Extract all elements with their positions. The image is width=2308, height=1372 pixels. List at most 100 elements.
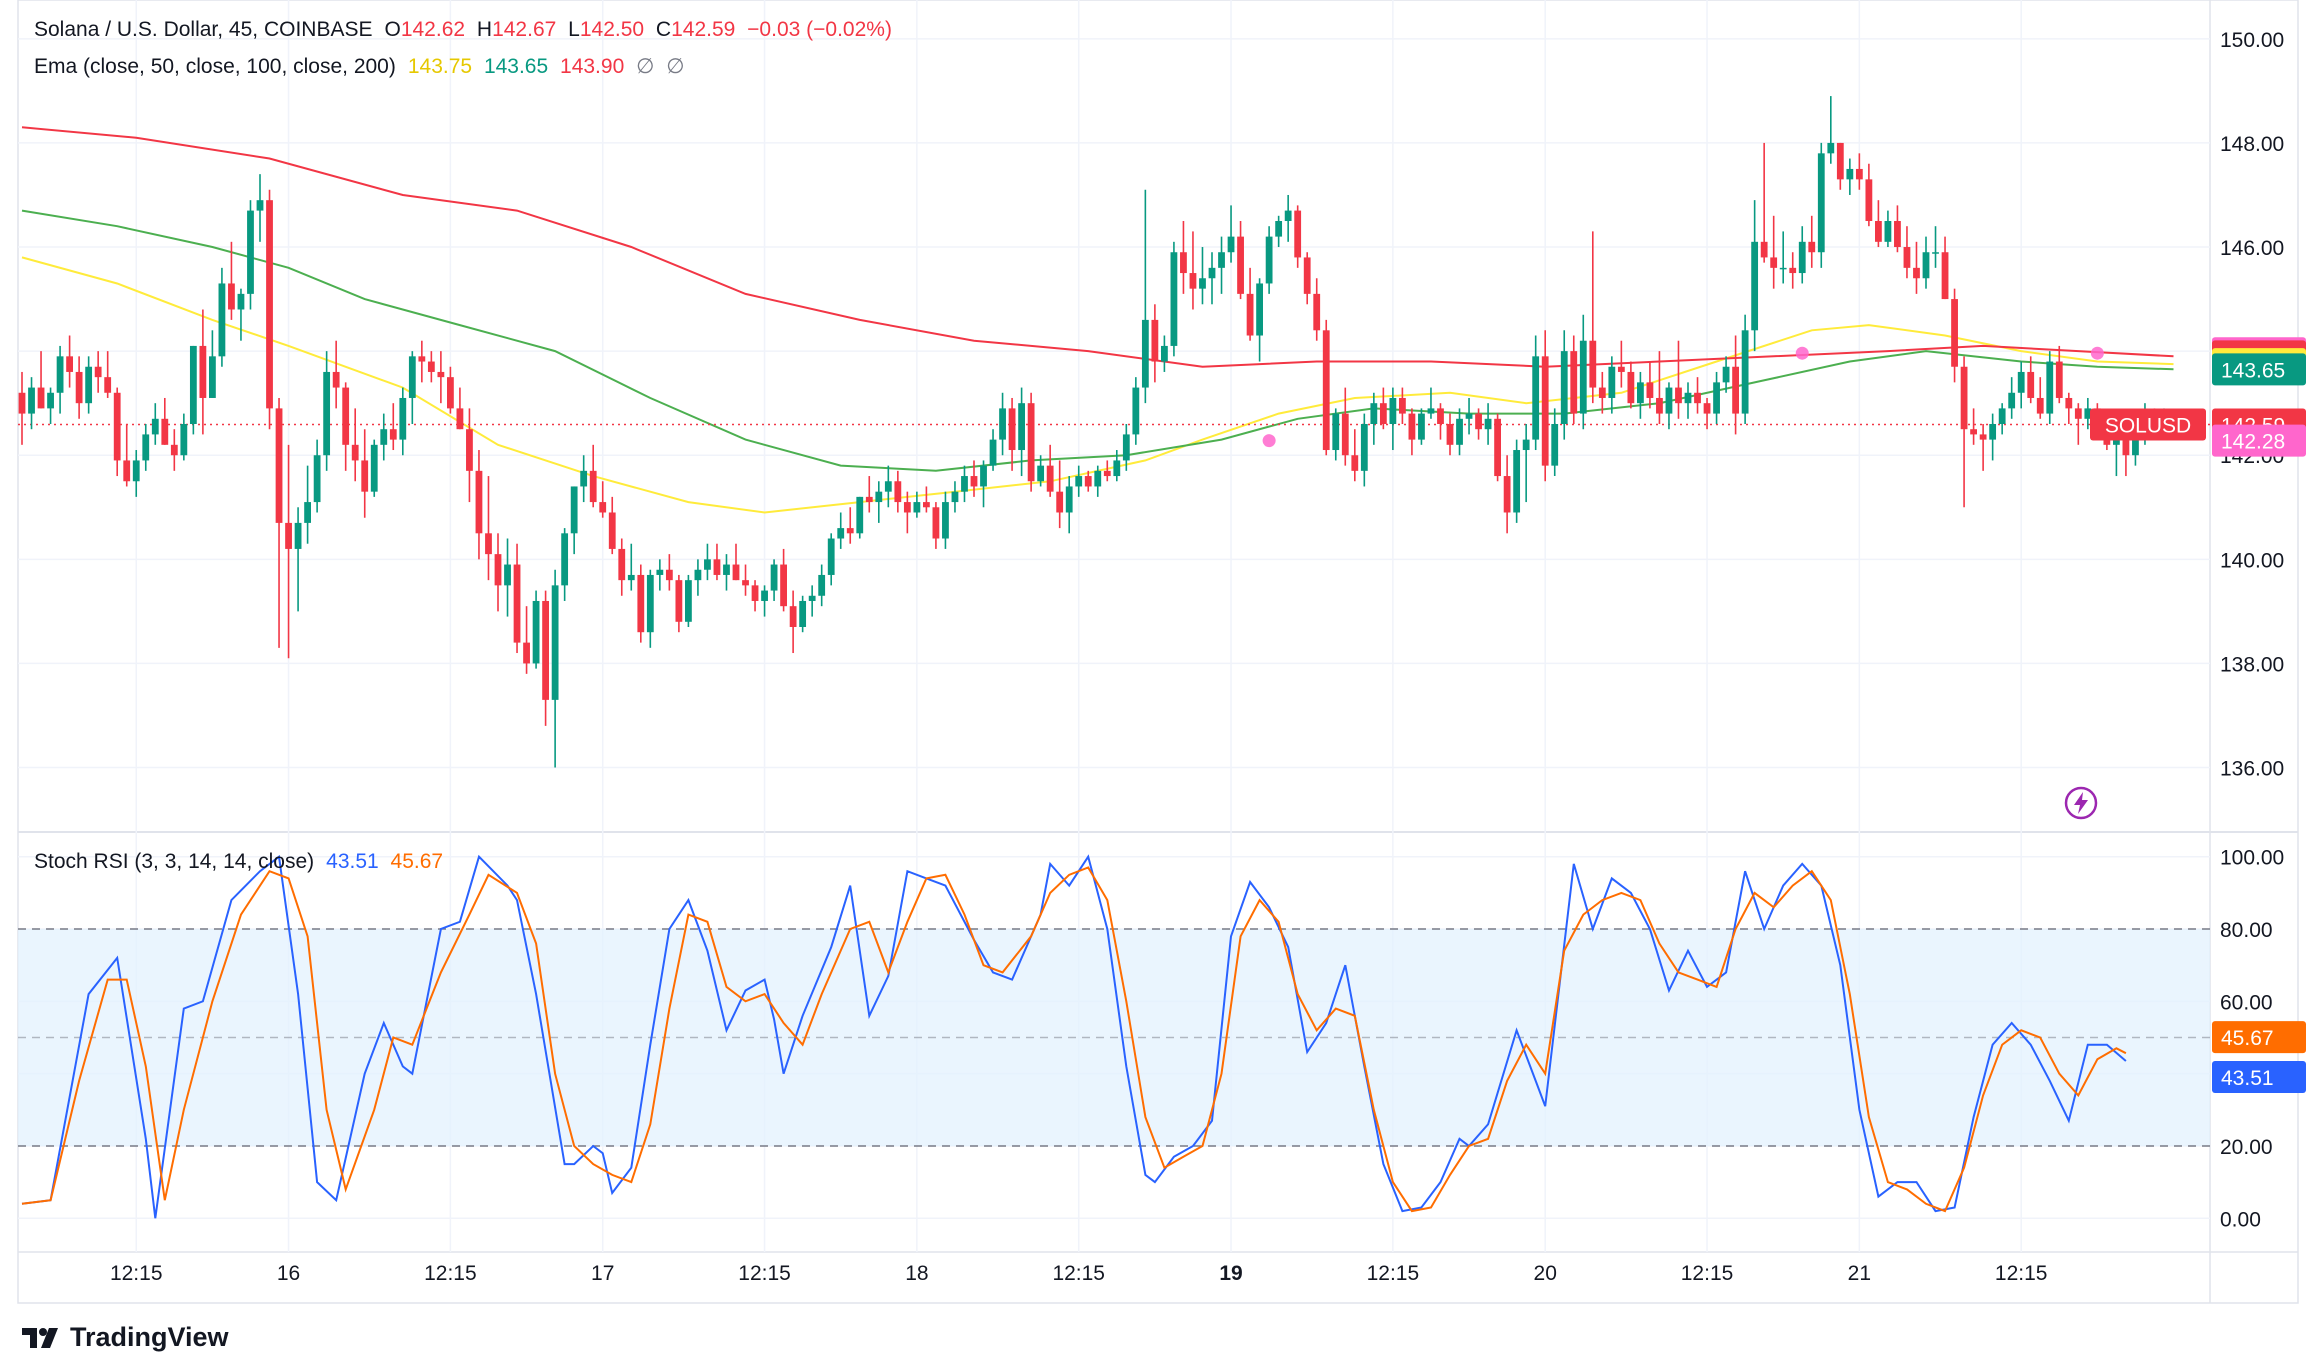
candle[interactable] bbox=[361, 460, 369, 492]
candle[interactable] bbox=[37, 387, 45, 409]
candle[interactable] bbox=[170, 444, 178, 456]
candle[interactable] bbox=[999, 408, 1006, 440]
candle[interactable] bbox=[1960, 366, 1968, 430]
candle[interactable] bbox=[780, 564, 787, 607]
candle[interactable] bbox=[75, 371, 83, 404]
candle[interactable] bbox=[123, 460, 131, 482]
candle[interactable] bbox=[1227, 236, 1235, 253]
candle[interactable] bbox=[2027, 371, 2035, 398]
candle[interactable] bbox=[903, 502, 911, 513]
candle[interactable] bbox=[1456, 418, 1463, 445]
candle[interactable] bbox=[1770, 257, 1778, 268]
candle[interactable] bbox=[1808, 241, 1816, 253]
candle[interactable] bbox=[209, 356, 216, 398]
candle[interactable] bbox=[151, 418, 159, 435]
candle[interactable] bbox=[1132, 387, 1140, 435]
candle[interactable] bbox=[894, 481, 902, 503]
candle[interactable] bbox=[1570, 351, 1578, 414]
candle[interactable] bbox=[1408, 413, 1416, 440]
candle[interactable] bbox=[1836, 142, 1844, 180]
candle[interactable] bbox=[1027, 403, 1035, 482]
candle[interactable] bbox=[1827, 142, 1835, 154]
ema-cross-marker[interactable] bbox=[1262, 434, 1276, 448]
candle[interactable] bbox=[1446, 424, 1454, 445]
candle[interactable] bbox=[1199, 278, 1206, 289]
candle[interactable] bbox=[1141, 319, 1149, 388]
ema50-line[interactable] bbox=[21, 256, 2174, 514]
stoch-k-line[interactable] bbox=[21, 854, 2127, 1219]
tradingview-logo[interactable]: TradingView bbox=[22, 1322, 229, 1353]
candle[interactable] bbox=[1046, 465, 1054, 492]
candle[interactable] bbox=[161, 418, 169, 445]
candle[interactable] bbox=[2017, 371, 2025, 393]
candle[interactable] bbox=[1056, 491, 1064, 513]
candle[interactable] bbox=[380, 429, 388, 445]
candle[interactable] bbox=[704, 559, 711, 570]
candle[interactable] bbox=[599, 502, 607, 513]
candle[interactable] bbox=[1522, 439, 1530, 451]
candle[interactable] bbox=[332, 371, 340, 388]
candle[interactable] bbox=[1579, 340, 1587, 414]
candle[interactable] bbox=[18, 392, 26, 414]
candle[interactable] bbox=[723, 564, 730, 575]
candle[interactable] bbox=[1703, 403, 1711, 414]
candle[interactable] bbox=[808, 595, 816, 601]
candle[interactable] bbox=[761, 590, 768, 601]
candle[interactable] bbox=[1208, 267, 1216, 279]
candle[interactable] bbox=[2122, 439, 2130, 456]
candle[interactable] bbox=[627, 574, 635, 581]
candle[interactable] bbox=[1170, 252, 1178, 346]
candle[interactable] bbox=[1284, 210, 1292, 221]
candle[interactable] bbox=[266, 200, 273, 409]
candle[interactable] bbox=[875, 491, 883, 503]
candle[interactable] bbox=[884, 481, 892, 492]
candle[interactable] bbox=[1065, 486, 1073, 513]
candle[interactable] bbox=[980, 465, 987, 487]
candle[interactable] bbox=[1418, 413, 1425, 440]
candle[interactable] bbox=[837, 528, 845, 539]
candle[interactable] bbox=[865, 496, 873, 503]
candle[interactable] bbox=[94, 366, 102, 378]
candle[interactable] bbox=[1598, 387, 1606, 398]
candle[interactable] bbox=[542, 600, 549, 700]
candle[interactable] bbox=[656, 569, 664, 575]
ema-cross-marker[interactable] bbox=[2090, 346, 2104, 360]
candle[interactable] bbox=[1865, 179, 1873, 221]
candle[interactable] bbox=[504, 564, 511, 586]
candle[interactable] bbox=[247, 210, 254, 294]
candle[interactable] bbox=[1875, 221, 1882, 242]
candle[interactable] bbox=[970, 476, 978, 487]
candle[interactable] bbox=[1989, 424, 1997, 440]
candle[interactable] bbox=[1608, 366, 1616, 398]
candle[interactable] bbox=[989, 439, 997, 466]
candle[interactable] bbox=[580, 470, 588, 487]
candle[interactable] bbox=[1437, 408, 1444, 424]
candle[interactable] bbox=[351, 444, 359, 461]
candle[interactable] bbox=[923, 502, 930, 508]
candle[interactable] bbox=[789, 606, 797, 627]
candle[interactable] bbox=[932, 507, 940, 539]
candle[interactable] bbox=[1303, 257, 1311, 294]
candle[interactable] bbox=[770, 564, 778, 591]
candle[interactable] bbox=[1541, 356, 1549, 466]
candle[interactable] bbox=[2008, 392, 2016, 409]
candle[interactable] bbox=[961, 476, 968, 492]
candle[interactable] bbox=[113, 392, 121, 461]
candle[interactable] bbox=[685, 580, 692, 622]
candle[interactable] bbox=[646, 574, 654, 633]
candle[interactable] bbox=[665, 569, 673, 581]
candle[interactable] bbox=[437, 371, 445, 378]
candle[interactable] bbox=[1103, 470, 1111, 477]
candle[interactable] bbox=[2074, 408, 2082, 419]
candle[interactable] bbox=[1075, 476, 1083, 487]
candle[interactable] bbox=[742, 580, 749, 586]
candle[interactable] bbox=[1741, 330, 1749, 414]
candle[interactable] bbox=[132, 460, 140, 482]
candle[interactable] bbox=[2132, 429, 2139, 456]
stoch-rsi-title[interactable]: Stoch RSI (3, 3, 14, 14, close) bbox=[34, 850, 315, 873]
candle[interactable] bbox=[713, 559, 721, 575]
candle[interactable] bbox=[570, 486, 578, 534]
candle[interactable] bbox=[1513, 450, 1521, 513]
candle[interactable] bbox=[2065, 397, 2073, 409]
